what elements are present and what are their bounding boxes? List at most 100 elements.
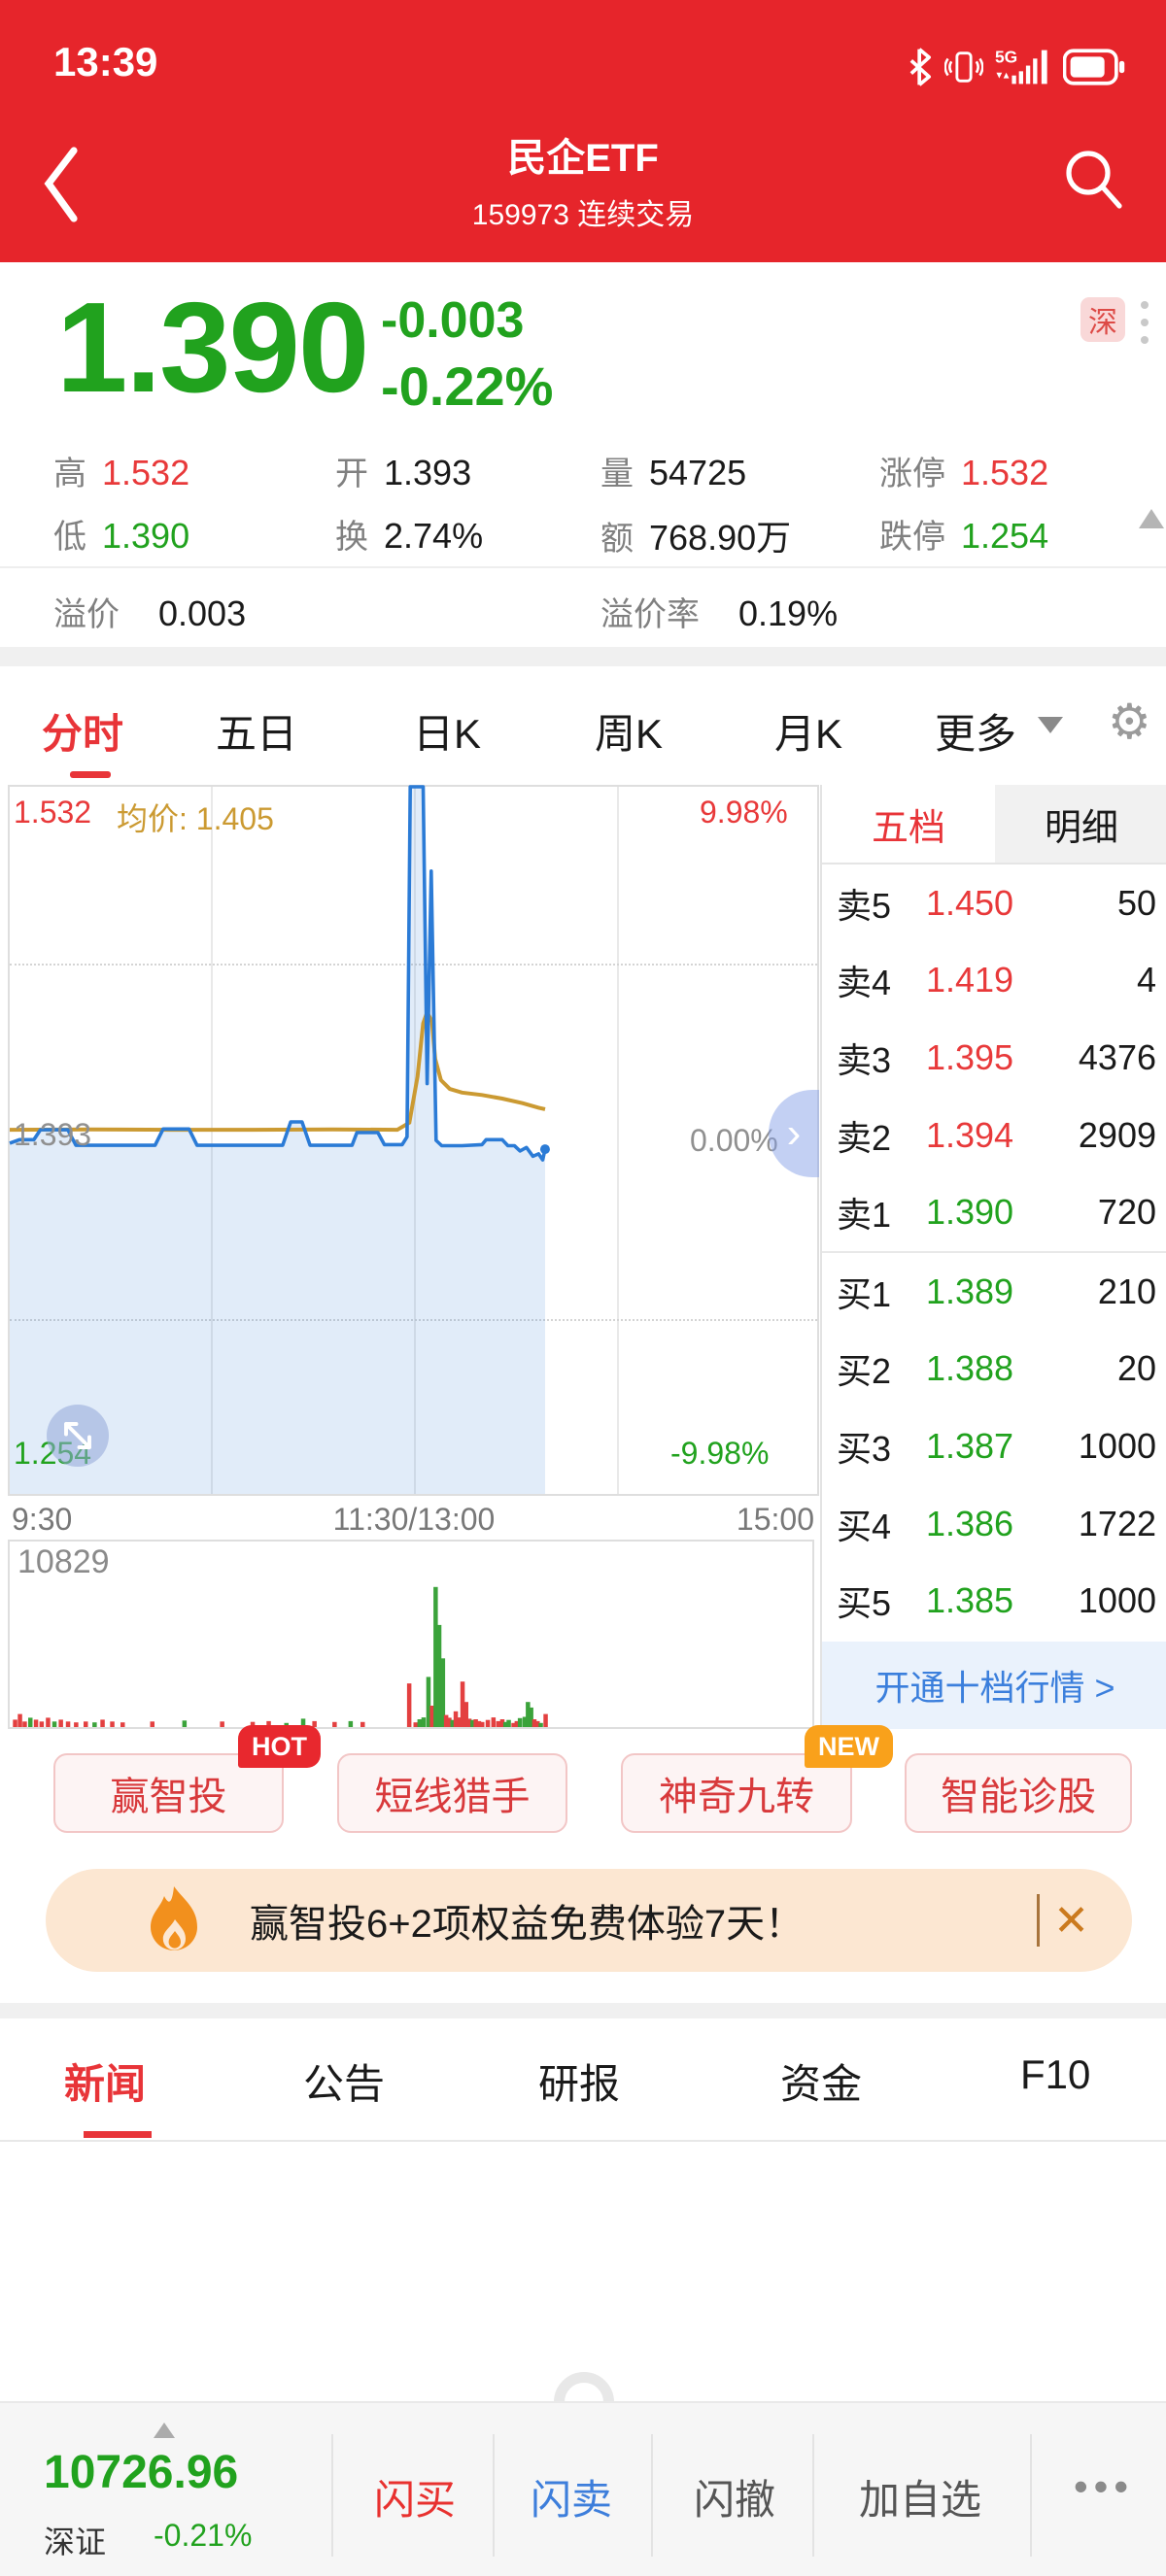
orderbook-row-buy1[interactable]: 买1 1.389 210 [822, 1253, 1166, 1331]
overflow-menu-icon[interactable] [1141, 301, 1150, 354]
stat-turnover-rate: 换 2.74% [335, 516, 484, 556]
orderbook-row-buy2[interactable]: 买2 1.388 20 [822, 1331, 1166, 1408]
volume-bars [13, 1586, 548, 1727]
index-change-pct: -0.21% [154, 2518, 253, 2553]
magic-nine-turns-button[interactable]: 神奇九转 [621, 1753, 852, 1833]
volume-chart: 10829 [8, 1540, 814, 1729]
banner-text: 赢智投6+2项权益免费体验7天！ [250, 1903, 805, 1946]
price-change-pct: -0.22% [381, 356, 554, 417]
level-volume: 1722 [1078, 1503, 1156, 1543]
time-axis-start: 9:30 [12, 1502, 73, 1537]
stat-limit-down: 跌停 1.254 [879, 516, 1049, 556]
level-volume: 20 [1116, 1348, 1156, 1389]
minute-chart[interactable] [8, 785, 819, 1496]
smart-diagnosis-button[interactable]: 智能诊股 [905, 1753, 1132, 1833]
level-price: 1.387 [925, 1425, 1014, 1466]
level-price: 1.386 [925, 1503, 1014, 1543]
stat-low: 低 1.390 [53, 516, 190, 556]
section-gap [0, 2003, 1166, 2018]
battery-icon [1062, 49, 1125, 90]
open-level10-link[interactable]: 开通十档行情 > [822, 1642, 1166, 1729]
orderbook-panel: 五档 明细 卖5 1.450 50 卖4 1.419 4 卖3 1.395 4376 卖2 1.39… [820, 785, 1166, 1729]
tab-news[interactable]: 新闻 [64, 2061, 147, 2107]
stat-limit-up: 涨停 1.532 [879, 453, 1049, 492]
svg-text:5G: 5G [995, 48, 1017, 67]
chart-pct-bottom: -9.98% [670, 1436, 770, 1471]
more-actions-button[interactable]: ••• [1073, 2463, 1135, 2509]
gear-icon[interactable]: ⚙ [1108, 694, 1151, 750]
price-change: -0.003 [381, 292, 525, 349]
orderbook-row-buy3[interactable]: 买3 1.387 1000 [822, 1407, 1166, 1485]
premium: 溢价 0.003 [53, 593, 247, 633]
stat-volume: 量 54725 [600, 453, 747, 492]
tab-monthly-k[interactable]: 月K [774, 711, 843, 757]
level-volume: 1000 [1078, 1425, 1156, 1466]
flash-sell-button[interactable]: 闪卖 [530, 2477, 613, 2523]
level-volume: 2909 [1078, 1114, 1156, 1155]
orderbook-row-sell3[interactable]: 卖3 1.395 4376 [822, 1019, 1166, 1097]
index-expand-icon[interactable] [154, 2423, 175, 2438]
tab-research[interactable]: 研报 [538, 2061, 621, 2107]
tab-weekly-k[interactable]: 周K [595, 711, 664, 757]
tab-more[interactable]: 更多 [935, 711, 1017, 757]
level-label: 卖1 [837, 1195, 892, 1236]
orderbook-row-buy5[interactable]: 买5 1.385 1000 [822, 1562, 1166, 1640]
level-label: 卖3 [837, 1039, 892, 1080]
tab-f10[interactable]: F10 [1020, 2051, 1091, 2097]
tab-detail[interactable]: 明细 [995, 785, 1166, 863]
back-button[interactable] [33, 141, 91, 228]
level-label: 买5 [837, 1583, 892, 1624]
tab-announcements[interactable]: 公告 [303, 2061, 386, 2107]
banner-close-button[interactable]: ✕ [1037, 1894, 1089, 1947]
divider [0, 2140, 1166, 2142]
search-icon[interactable] [1063, 148, 1125, 216]
orderbook-row-sell5[interactable]: 卖1 1.390 720 [822, 1173, 1166, 1251]
tab-capital[interactable]: 资金 [780, 2061, 863, 2107]
status-bar-time: 13:39 [53, 39, 158, 85]
close-icon: ✕ [1053, 1896, 1089, 1945]
chart-high-label: 1.532 [14, 795, 92, 830]
level-volume: 4376 [1078, 1036, 1156, 1077]
vibrate-icon [943, 48, 984, 91]
level-label: 卖2 [837, 1117, 892, 1158]
index-value[interactable]: 10726.96 [44, 2447, 239, 2498]
time-axis-mid: 11:30/13:00 [332, 1502, 496, 1537]
level-price: 1.394 [925, 1114, 1014, 1155]
app-header: 13:39 5G [0, 0, 1166, 262]
orderbook-row-sell2[interactable]: 卖4 1.419 4 [822, 942, 1166, 1020]
tab-5day[interactable]: 五日 [216, 711, 298, 757]
flash-cancel-button[interactable]: 闪撤 [693, 2477, 776, 2523]
level-volume: 720 [1097, 1192, 1156, 1233]
chart-avg-label: 均价: 1.405 [117, 801, 274, 836]
flash-buy-button[interactable]: 闪买 [373, 2477, 457, 2523]
flame-icon [151, 1886, 197, 1950]
level-volume: 210 [1097, 1271, 1156, 1311]
promo-banner[interactable]: 赢智投6+2项权益免费体验7天！ ✕ [46, 1869, 1132, 1972]
orderbook-row-sell1[interactable]: 卖5 1.450 50 [822, 864, 1166, 942]
price-line-chart [9, 785, 550, 1494]
current-price: 1.390 [56, 276, 369, 419]
market-badge: 深 [1080, 297, 1125, 342]
close-separator [1037, 1894, 1041, 1947]
expand-chart-icon[interactable] [47, 1405, 109, 1467]
level-price: 1.395 [925, 1036, 1014, 1077]
expand-stats-icon[interactable] [1139, 509, 1164, 528]
orderbook-row-sell4[interactable]: 卖2 1.394 2909 [822, 1097, 1166, 1174]
tab-minute[interactable]: 分时 [42, 711, 124, 757]
new-badge: NEW [805, 1725, 893, 1768]
tab-five-levels[interactable]: 五档 [822, 785, 995, 863]
level-volume: 50 [1116, 882, 1156, 923]
chevron-down-icon [1038, 717, 1063, 733]
short-line-hunter-button[interactable]: 短线猎手 [337, 1753, 567, 1833]
premium-rate: 溢价率 0.19% [600, 593, 839, 633]
tab-daily-k[interactable]: 日K [413, 711, 482, 757]
level-label: 卖5 [837, 885, 892, 926]
page-title: 民企ETF [507, 137, 659, 180]
orderbook-rows: 卖5 1.450 50 卖4 1.419 4 卖3 1.395 4376 卖2 1.394 2909 卖… [822, 864, 1166, 1640]
level-label: 买4 [837, 1506, 892, 1546]
add-watchlist-button[interactable]: 加自选 [858, 2477, 982, 2523]
section-gap [0, 647, 1166, 666]
level-label: 卖4 [837, 963, 892, 1003]
orderbook-row-buy4[interactable]: 买4 1.386 1722 [822, 1485, 1166, 1563]
